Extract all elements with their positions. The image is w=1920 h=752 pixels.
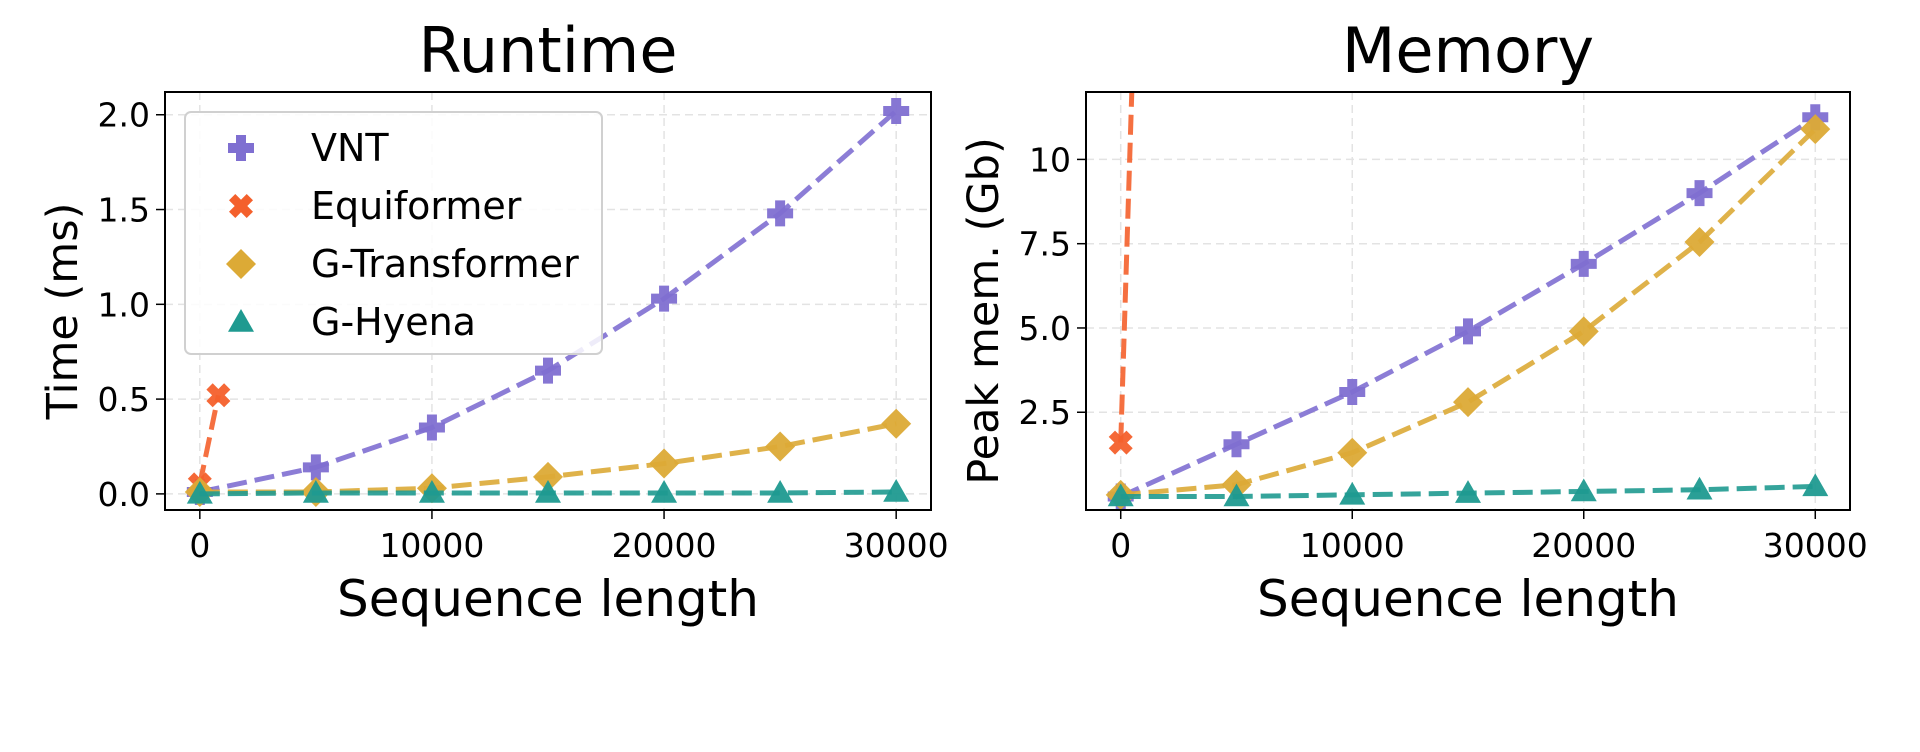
- legend-marker: [226, 249, 256, 279]
- data-point: [1686, 180, 1713, 207]
- data-point: [1455, 480, 1481, 503]
- data-point: [883, 478, 910, 502]
- x-tick-label: 0: [189, 526, 210, 565]
- chart: Runtime Sequence length Time (ms) 0 10000 200…: [38, 14, 949, 628]
- data-point: [1339, 481, 1366, 505]
- data-point: [1339, 379, 1366, 406]
- data-point: [1800, 114, 1831, 145]
- plot-area: [1105, 92, 1831, 510]
- data-point: [1337, 437, 1368, 468]
- y-tick-label: 0.0: [98, 475, 150, 514]
- legend-marker: [229, 194, 253, 218]
- data-point: [535, 479, 561, 503]
- legend: VNT Equiformer G-Transformer G-Hyena: [184, 111, 603, 355]
- legend-marker: [228, 135, 254, 161]
- chart-title: Runtime: [419, 14, 678, 87]
- chart: Memory Sequence length Peak mem. (Gb) 0 1000…: [959, 14, 1868, 628]
- axes-frame: [1085, 91, 1851, 511]
- y-tick-label: 5.0: [1019, 309, 1071, 348]
- data-point: [302, 454, 329, 481]
- y-tick-label: 0.5: [98, 380, 150, 419]
- data-point: [533, 461, 563, 492]
- x-tick-label: 0: [1110, 526, 1131, 565]
- x-tick-label: 30000: [1763, 526, 1868, 565]
- data-point: [1802, 473, 1829, 497]
- data-point: [1684, 227, 1715, 258]
- data-point: [302, 479, 329, 503]
- x-tick-label: 30000: [844, 526, 949, 565]
- data-point: [1453, 387, 1483, 418]
- legend-label: Equiformer: [311, 184, 522, 228]
- x-tick-label: 10000: [379, 526, 484, 565]
- data-point: [1570, 250, 1597, 277]
- data-point: [418, 414, 445, 441]
- data-point: [1568, 316, 1599, 347]
- data-point: [1108, 430, 1133, 455]
- x-tick-label: 20000: [612, 526, 717, 565]
- legend-label: G-Hyena: [311, 300, 476, 344]
- y-tick-label: 2.5: [1019, 393, 1071, 432]
- y-axis-label: Time (ms): [38, 203, 88, 421]
- x-tick-label: 20000: [1531, 526, 1636, 565]
- y-tick-label: 7.5: [1019, 225, 1071, 264]
- data-point: [765, 431, 796, 462]
- y-tick-label: 10: [1029, 140, 1071, 179]
- axes-frame: [164, 91, 932, 511]
- data-point: [651, 479, 678, 503]
- data-point: [1223, 483, 1250, 507]
- y-tick-label: 1.0: [98, 285, 150, 324]
- y-axis-label: Peak mem. (Gb): [959, 137, 1009, 485]
- data-point: [186, 480, 213, 504]
- data-point: [535, 357, 561, 384]
- data-point: [418, 479, 445, 503]
- data-point: [881, 408, 912, 439]
- y-tick-label: 2.0: [98, 96, 150, 135]
- legend-marker: [228, 309, 254, 332]
- data-point: [206, 383, 231, 408]
- series-line: [1118, 92, 1135, 443]
- data-point: [1455, 318, 1481, 345]
- plot-area: [184, 97, 912, 507]
- data-point: [1223, 431, 1250, 458]
- legend-box: [184, 111, 603, 355]
- data-point: [1570, 478, 1597, 502]
- data-point: [767, 200, 794, 227]
- data-point: [649, 448, 680, 479]
- legend-label: G-Transformer: [311, 242, 579, 286]
- legend-label: VNT: [311, 126, 389, 170]
- x-tick-label: 10000: [1300, 526, 1405, 565]
- data-point: [1686, 476, 1713, 500]
- chart-title: Memory: [1342, 14, 1594, 87]
- data-point: [1107, 483, 1134, 507]
- series-line: [197, 394, 221, 485]
- data-point: [651, 285, 678, 312]
- data-point: [767, 479, 794, 503]
- x-axis-label: Sequence length: [1257, 570, 1679, 628]
- x-axis-label: Sequence length: [337, 570, 759, 628]
- data-point: [883, 97, 910, 124]
- y-tick-label: 1.5: [98, 191, 150, 230]
